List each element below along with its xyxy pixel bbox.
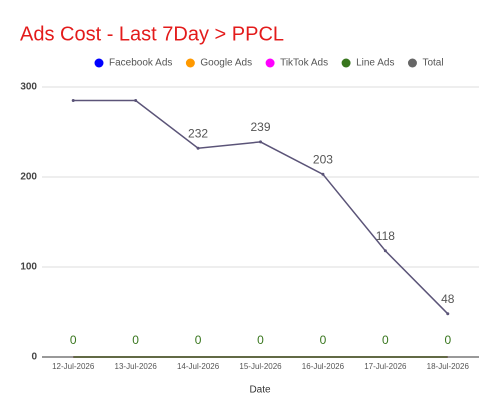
data-label: 232 [188, 126, 208, 140]
y-tick-label: 200 [20, 172, 37, 183]
data-label: 0 [257, 333, 264, 347]
legend-marker [265, 58, 275, 68]
x-tick-label: 14-Jul-2026 [177, 362, 220, 371]
legend-label: Line Ads [356, 58, 394, 69]
x-tick-label: 17-Jul-2026 [364, 362, 407, 371]
legend-marker [94, 58, 104, 68]
data-label: 118 [376, 229, 395, 243]
point [321, 172, 325, 176]
legend-marker [185, 58, 195, 68]
data-label: 239 [250, 120, 270, 134]
legend-marker [407, 58, 417, 68]
x-tick-label: 15-Jul-2026 [239, 362, 282, 371]
legend-label: TikTok Ads [280, 58, 328, 69]
legend-label: Google Ads [200, 58, 252, 69]
x-tick-label: 18-Jul-2026 [427, 362, 470, 371]
x-tick-label: 12-Jul-2026 [52, 362, 95, 371]
y-tick-label: 0 [31, 352, 37, 363]
data-label: 0 [382, 333, 389, 347]
point [134, 99, 138, 102]
y-tick-label: 100 [20, 262, 37, 273]
point [446, 312, 450, 316]
point [71, 99, 75, 102]
data-label: 48 [441, 292, 455, 306]
data-label: 0 [70, 333, 77, 347]
chart-title: Ads Cost - Last 7Day > PPCL [20, 23, 284, 45]
point [196, 146, 200, 150]
data-label: 0 [444, 333, 451, 347]
data-label: 0 [320, 333, 327, 347]
point [259, 140, 262, 144]
legend-label: Total [422, 58, 443, 69]
point [383, 249, 387, 253]
x-axis-label: Date [249, 385, 271, 396]
data-label: 0 [132, 333, 139, 347]
data-label: 203 [313, 152, 333, 166]
x-tick-label: 13-Jul-2026 [115, 362, 158, 371]
data-label: 0 [195, 333, 202, 347]
y-tick-label: 300 [20, 82, 37, 93]
legend-marker [341, 58, 351, 68]
x-tick-label: 16-Jul-2026 [302, 362, 345, 371]
legend-label: Facebook Ads [109, 58, 172, 69]
